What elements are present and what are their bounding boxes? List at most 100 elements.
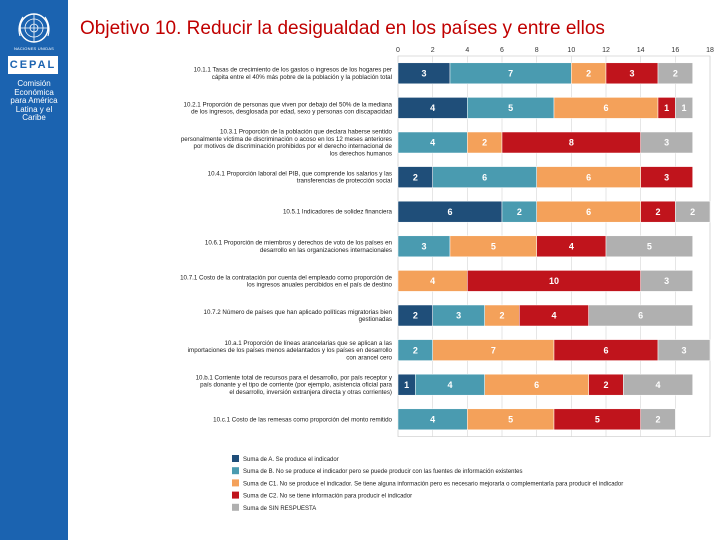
bar-value-label: 8 [569,138,574,148]
legend-label-A: Suma de A. Se produce el indicador [243,457,339,463]
bar-segment-SR [588,304,693,327]
legend-label-SR: Suma de SIN RESPUESTA [243,506,316,512]
x-tick-label: 14 [637,47,645,54]
bar-segment-SR [640,131,693,154]
bar-value-label: 4 [551,311,556,321]
legend-swatch-SR [232,503,239,511]
bar-value-label: 6 [447,207,452,217]
row-label: 10.a.1 Proporción de líneas arancelarias… [188,340,393,361]
page-title: Objetivo 10. Reducir la desigualdad en l… [80,18,605,39]
un-emblem-icon [18,13,50,43]
org-name-line: Comisión [17,79,51,88]
sidebar: NACIONES UNIDAS CEPAL Comisión Económica… [0,0,68,540]
bar-value-label: 7 [508,69,513,79]
bar-value-label: 2 [673,69,678,79]
row-label: 10.2.1 Proporción de personas que viven … [184,101,393,115]
bar-value-label: 4 [430,138,435,148]
legend-swatch-A [232,455,239,462]
org-name: Comisión Económica para América Latina y… [2,79,66,123]
bar-value-label: 6 [586,207,591,217]
bar-value-label: 7 [491,345,496,355]
bar-value-label: 3 [421,242,426,252]
bar-value-label: 6 [603,345,608,355]
row-label: 10.5.1 Indicadores de solidez financiera [283,209,393,216]
bar-value-label: 3 [629,69,634,79]
org-name-line: para América [10,96,58,105]
x-tick-label: 0 [396,47,400,54]
bar-value-label: 6 [638,311,643,321]
bar-value-label: 4 [430,276,435,286]
row-label: 10.6.1 Proporción de miembros y derechos… [205,240,393,254]
bar-value-label: 3 [456,311,461,321]
bar-value-label: 4 [430,103,435,113]
org-name-line: Caribe [22,113,46,122]
bar-value-label: 3 [421,69,426,79]
bar-value-label: 2 [499,311,504,321]
row-label: 10.c.1 Costo de las remesas como proporc… [213,416,392,423]
bar-value-label: 2 [603,380,608,390]
legend-label-C1: Suma de C1. No se produce el indicador. … [243,481,623,487]
bar-value-label: 3 [664,172,669,182]
bar-segment-SR [657,339,711,361]
bar-value-label: 1 [404,380,409,390]
bar-segment-SR [640,270,693,292]
bar-value-label: 4 [655,380,660,390]
bar-value-label: 10 [549,276,559,286]
bar-value-label: 5 [508,415,513,425]
row-label: 10.b.1 Corriente total de recursos para … [196,375,393,396]
x-tick-label: 4 [465,47,469,54]
bar-segment-SR [657,62,693,85]
bar-segment-SR [675,200,711,223]
bar-value-label: 2 [586,69,591,79]
legend-swatch-B [232,467,239,475]
x-tick-label: 16 [671,47,679,54]
cepal-logo: CEPAL [8,56,58,74]
bar-value-label: 6 [586,172,591,182]
legend-swatch-C2 [232,491,239,499]
bar-value-label: 4 [430,415,435,425]
bar-value-label: 2 [655,415,660,425]
x-tick-label: 6 [500,47,504,54]
row-label: 10.1.1 Tasas de crecimiento de los gasto… [194,67,392,81]
x-tick-label: 10 [567,47,575,54]
bar-value-label: 4 [569,242,574,252]
legend-swatch-C1 [232,479,239,487]
bar-value-label: 3 [664,276,669,286]
bar-value-label: 2 [413,172,418,182]
x-tick-label: 2 [431,47,435,54]
bar-value-label: 2 [413,345,418,355]
org-name-line: Económica [14,87,54,97]
row-label: 10.3.1 Proporción de la población que de… [181,129,393,158]
bar-value-label: 5 [647,242,652,252]
bar-value-label: 2 [413,311,418,321]
x-tick-label: 8 [535,47,539,54]
bar-segment-C2 [640,166,693,188]
x-tick-label: 12 [602,47,610,54]
bar-value-label: 2 [517,207,522,217]
org-name-line: Latina y el [15,104,53,114]
bar-value-label: 3 [664,138,669,148]
bar-value-label: 5 [491,242,496,252]
legend-label-B: Suma de B. No se produce el indicador pe… [243,469,523,475]
bar-value-label: 5 [595,415,600,425]
legend-label-C2: Suma de C2. No se tiene información para… [243,494,412,500]
bar-segment-SR [640,408,676,431]
bar-value-label: 4 [447,380,452,390]
bar-segment-SR [623,373,693,396]
bar-value-label: 5 [508,103,513,113]
bar-value-label: 1 [664,103,669,113]
bar-value-label: 6 [603,103,608,113]
bar-value-label: 6 [482,172,487,182]
row-label: 10.7.1 Costo de la contratación por cuen… [180,274,392,288]
bar-value-label: 2 [690,207,695,217]
bar-value-label: 2 [482,138,487,148]
bar-segment-SR [675,97,693,119]
bar-value-label: 3 [681,345,686,355]
x-tick-label: 18 [706,47,714,54]
bar-value-label: 2 [655,207,660,217]
bar-value-label: 1 [681,103,686,113]
row-label: 10.4.1 Proporción laboral del PIB, que c… [208,171,392,185]
row-label: 10.7.2 Número de países que han aplicado… [204,309,393,323]
bar-segment-SR [605,235,693,258]
